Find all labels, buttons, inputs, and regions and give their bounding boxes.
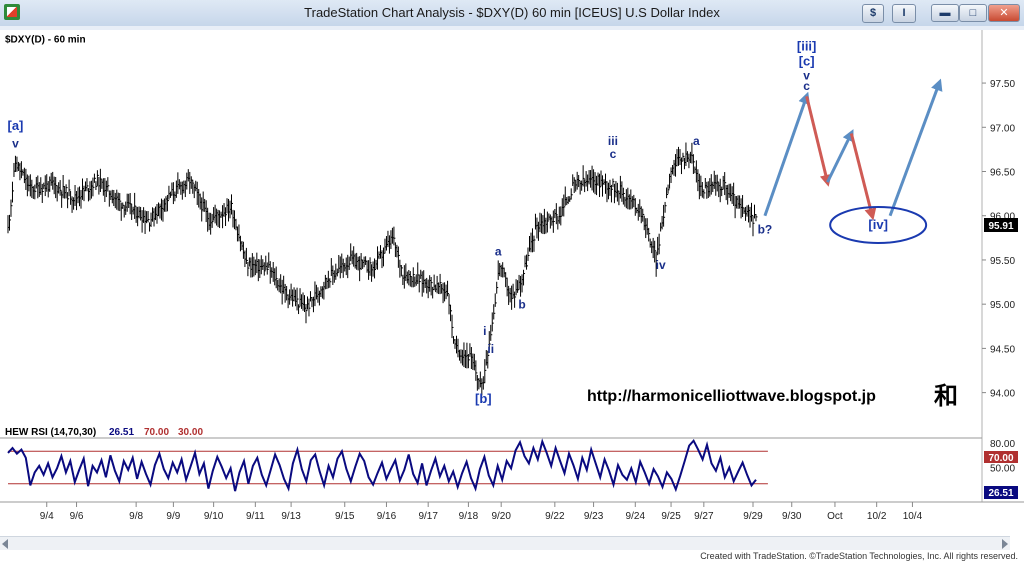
- time-axis-label: 9/30: [782, 511, 802, 522]
- wave-label: v: [12, 137, 19, 151]
- panel-divider: [0, 26, 1024, 30]
- time-axis-label: 9/15: [335, 511, 355, 522]
- wave-label: i: [483, 324, 486, 338]
- price-axis-ticks: 94.00 94.50 95.00 95.50 96.00 96.50 97.00 97.50: [982, 79, 1015, 400]
- price-axis-label: 95.00: [990, 300, 1015, 311]
- copyright-notice: Created with TradeStation. ©TradeStation…: [700, 551, 1018, 561]
- time-axis-label: 9/13: [281, 511, 301, 522]
- wave-label: a: [693, 134, 700, 148]
- rsi-axis-labels: 50.00 80.00: [990, 439, 1015, 474]
- rsi-axis-label: 80.00: [990, 439, 1015, 450]
- wave-projection-arrows: [763, 78, 943, 221]
- time-axis-label: Oct: [827, 511, 843, 522]
- price-axis-label: 96.00: [990, 212, 1015, 223]
- price-axis-label: 96.50: [990, 168, 1015, 179]
- rsi-level-70-marker: [984, 451, 1018, 463]
- rsi-line: [7, 438, 757, 493]
- footer: Created with TradeStation. ©TradeStation…: [0, 550, 1024, 564]
- wave-label: [b]: [475, 391, 492, 406]
- time-axis-label: 9/23: [584, 511, 604, 522]
- wave-label: v: [803, 69, 810, 83]
- time-axis-label: 9/20: [491, 511, 511, 522]
- minimize-icon: ▬: [939, 7, 951, 19]
- price-axis-label: 97.50: [990, 79, 1015, 90]
- wave-label: ii: [487, 342, 494, 356]
- maximize-icon: □: [969, 7, 977, 19]
- maximize-button[interactable]: □: [959, 4, 987, 22]
- last-price-marker: [984, 218, 1018, 232]
- chart-background: [0, 30, 1024, 536]
- close-icon: ✕: [999, 7, 1009, 19]
- projection-arrow-up2: [826, 129, 854, 183]
- price-axis-label: 94.00: [990, 389, 1015, 400]
- last-price-value: 95.91: [988, 221, 1013, 232]
- price-axis-label: 95.50: [990, 256, 1015, 267]
- time-axis-label: 9/29: [743, 511, 763, 522]
- close-button[interactable]: ✕: [988, 4, 1020, 22]
- minimize-button[interactable]: ▬: [931, 4, 959, 22]
- projection-arrow-up3: [888, 78, 943, 217]
- wave-label: b: [518, 298, 525, 312]
- rsi-last-value-label: 26.51: [988, 488, 1013, 499]
- wave-label: [iv]: [868, 217, 888, 232]
- symbol-dropdown-button[interactable]: $: [862, 4, 884, 23]
- indicator-dropdown-button[interactable]: I: [892, 4, 916, 23]
- price-chart-area[interactable]: $DXY(D) - 60 min 94.00 94.50 95.00 95.50 96.…: [0, 30, 1024, 536]
- window-titlebar: TradeStation Chart Analysis - $DXY(D) 60…: [0, 0, 1024, 27]
- price-axis-label: 94.50: [990, 344, 1015, 355]
- price-bars: [7, 142, 758, 396]
- wave-label: iv: [656, 258, 666, 272]
- wave-label: [iii]: [797, 38, 817, 53]
- window-title: TradeStation Chart Analysis - $DXY(D) 60…: [304, 5, 720, 20]
- price-chart-title: $DXY(D) - 60 min: [5, 34, 86, 45]
- time-axis-label: 10/4: [903, 511, 923, 522]
- scroll-left-icon[interactable]: [2, 539, 8, 549]
- time-axis-label: 10/2: [867, 511, 887, 522]
- rsi-level-lines: [8, 450, 768, 485]
- horizontal-scrollbar[interactable]: [0, 536, 1010, 551]
- projection-arrow-up1: [763, 91, 810, 217]
- time-axis-label: 9/8: [129, 511, 143, 522]
- rsi-overbought-value: 70.00: [144, 427, 169, 438]
- time-axis-label: 9/17: [418, 511, 438, 522]
- wave-label: b?: [758, 222, 773, 236]
- wave-label: c: [803, 79, 810, 93]
- scroll-right-icon[interactable]: [1002, 539, 1008, 549]
- time-axis-labels: 9/4 9/6 9/8 9/9 9/10 9/11 9/13 9/15 9/16 9/17 9/18…: [40, 502, 923, 522]
- time-axis-label: 9/18: [459, 511, 479, 522]
- time-axis-label: 9/9: [166, 511, 180, 522]
- time-axis-label: 9/11: [246, 511, 265, 522]
- wave-label: [c]: [799, 53, 815, 68]
- projection-arrow-down2: [849, 133, 877, 221]
- rsi-title: HEW RSI (14,70,30): [5, 427, 96, 438]
- rsi-current-value: 26.51: [109, 427, 134, 438]
- time-axis-label: 9/27: [694, 511, 714, 522]
- blog-url-watermark: http://harmonicelliottwave.blogspot.jp: [587, 388, 876, 405]
- wave-label: [a]: [8, 118, 24, 133]
- rsi-axis-label: 50.00: [990, 464, 1015, 475]
- time-axis-label: 9/16: [377, 511, 397, 522]
- projection-arrow-down1: [805, 95, 832, 187]
- tradestation-logo-icon: [4, 4, 20, 20]
- time-axis-label: 9/6: [70, 511, 84, 522]
- wave-iv-target-ellipse: [829, 206, 928, 244]
- rsi-oversold-value: 30.00: [178, 427, 203, 438]
- time-axis-label: 9/25: [661, 511, 681, 522]
- rsi-last-value-marker: [984, 486, 1018, 499]
- wave-label: c: [610, 147, 617, 161]
- wave-label: iii: [608, 134, 618, 148]
- time-axis-label: 9/4: [40, 511, 54, 522]
- wave-label: a: [495, 245, 502, 259]
- kanji-seal-glyph: 和: [934, 383, 958, 410]
- rsi-level-70-label: 70.00: [988, 453, 1013, 464]
- price-axis-label: 97.00: [990, 123, 1015, 134]
- time-axis-label: 9/10: [204, 511, 224, 522]
- time-axis-label: 9/22: [545, 511, 565, 522]
- time-axis-label: 9/24: [626, 511, 646, 522]
